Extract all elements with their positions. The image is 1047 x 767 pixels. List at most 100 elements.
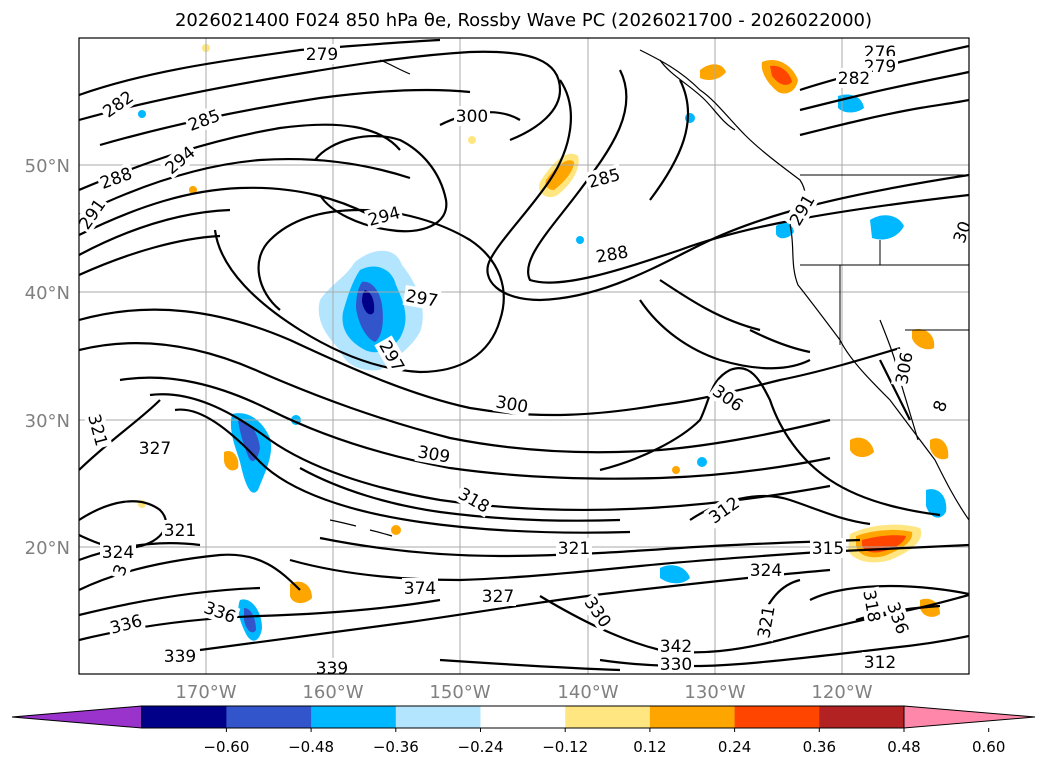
dot-pos (189, 186, 197, 194)
map-frame (78, 37, 970, 675)
blob-pos1-core (545, 160, 574, 190)
colorbar-tick-label: −0.60 (203, 738, 249, 756)
blob-pos6 (224, 450, 239, 471)
contour-label-text: 315 (812, 539, 844, 559)
colorbar-segment (565, 706, 651, 728)
colorbar-tick-label: −0.24 (458, 738, 504, 756)
colorbar-extend-low (11, 705, 143, 729)
contour-label: 327 (480, 586, 516, 607)
contour-label-text: 374 (404, 579, 436, 599)
contour-label: 327 (137, 438, 173, 459)
contour-label: 285 (584, 163, 624, 193)
contour-label-text: 342 (660, 637, 692, 657)
contour-label: 342 (658, 636, 694, 657)
contour-label: 3 (107, 559, 132, 581)
colorbar-extend-high (903, 705, 1036, 729)
blob-neg6 (776, 222, 794, 239)
lat-tick-50: 50°N (25, 156, 70, 177)
map-frame-bg (79, 38, 969, 674)
lon-tick-150w: 150°W (429, 682, 490, 703)
contour-label-text: 312 (864, 653, 896, 673)
colorbar: −0.60 −0.48 −0.36 −0.24 −0.12 0.12 0.24 0.36 0.4… (11, 705, 1036, 756)
blob-pos3 (700, 64, 726, 80)
dot-pos (391, 525, 401, 535)
contour-label: 8 (927, 395, 952, 417)
contour-label-text: 321 (558, 539, 590, 559)
lon-tick-140w: 140°W (557, 682, 618, 703)
dot-pos (672, 466, 680, 474)
colorbar-tick-label: −0.36 (373, 738, 419, 756)
colorbar-tick-label: −0.12 (542, 738, 588, 756)
dot-neg (138, 110, 146, 118)
contour-label: 339 (314, 658, 350, 674)
colorbar-segment (480, 706, 566, 728)
lon-ticks: 170°W 160°W 150°W 140°W 130°W 120°W (175, 682, 872, 703)
dot-neg (697, 457, 707, 467)
colorbar-segment (649, 706, 736, 728)
blob-pos10 (930, 438, 949, 460)
theta-e-contours (79, 38, 969, 672)
colorbar-tick-label: 0.24 (718, 738, 751, 756)
contour-label-text: 330 (660, 655, 692, 675)
contour-label: 282 (836, 68, 872, 89)
blob-pos2-core (770, 65, 792, 85)
contour-label: 312 (862, 652, 898, 673)
contour-label: 300 (454, 106, 490, 127)
blob-neg-core (362, 290, 375, 315)
contour-label: 324 (100, 542, 136, 563)
lon-tick-160w: 160°W (302, 682, 363, 703)
lon-tick-130w: 130°W (684, 682, 745, 703)
contour-label: 291 (784, 189, 820, 231)
lon-tick-120w: 120°W (811, 682, 872, 703)
colorbar-tick-label: −0.48 (288, 738, 334, 756)
contour-label-text: 30 (950, 219, 976, 246)
colorbar-segment (311, 706, 397, 728)
lat-ticks: 50°N 40°N 30°N 20°N (25, 156, 70, 559)
colorbar-tick-label: 0.60 (972, 738, 1005, 756)
contour-label-text: 327 (482, 587, 514, 607)
dot-neg (576, 236, 584, 244)
political-borders (800, 174, 969, 345)
contour-label-text: 282 (838, 69, 870, 89)
contour-label-text: 279 (306, 45, 338, 65)
contour-label: 321 (753, 602, 780, 642)
colorbar-segment (395, 706, 481, 728)
colorbar-tick-label: 0.12 (633, 738, 666, 756)
contour-label: 279 (304, 44, 340, 65)
contour-label-text: 339 (164, 647, 196, 667)
colorbar-outline (141, 705, 905, 729)
colorbar-segment (819, 706, 905, 728)
colorbar-tick-label: 0.36 (803, 738, 836, 756)
dot-pos (468, 136, 476, 144)
blob-neg8 (926, 489, 947, 518)
colorbar-tick-label: 0.48 (887, 738, 920, 756)
contour-label-text: 324 (750, 561, 782, 581)
contour-label-text: 321 (164, 521, 196, 541)
lat-tick-20: 20°N (25, 538, 70, 559)
contour-label: 330 (658, 654, 694, 675)
anomaly-fills (138, 44, 949, 641)
contour-label-text: 327 (139, 439, 171, 459)
contour-label: 318 (858, 586, 885, 626)
blob-neg3-core (244, 608, 256, 633)
map-title: 2026021400 F024 850 hPa θe, Rossby Wave … (174, 10, 873, 31)
blob-neg2-core (238, 420, 260, 462)
blob-pos9 (912, 328, 935, 350)
blob-neg5 (870, 215, 904, 240)
blob-pos4-core (862, 535, 906, 553)
blob-pos7 (850, 437, 874, 458)
contour-label: 374 (402, 578, 438, 599)
contour-label: 321 (556, 538, 592, 559)
contour-label: 321 (162, 520, 198, 541)
contour-label-text: 324 (102, 543, 134, 563)
lon-tick-170w: 170°W (175, 682, 236, 703)
contour-label: 288 (592, 241, 632, 268)
lat-tick-40: 40°N (25, 283, 70, 304)
colorbar-segment (141, 706, 227, 728)
contour-label: 339 (162, 646, 198, 667)
contour-label: 306 (891, 348, 918, 388)
contour-label: 315 (810, 538, 846, 559)
colorbar-segment (734, 706, 820, 728)
blob-neg7 (660, 565, 690, 584)
